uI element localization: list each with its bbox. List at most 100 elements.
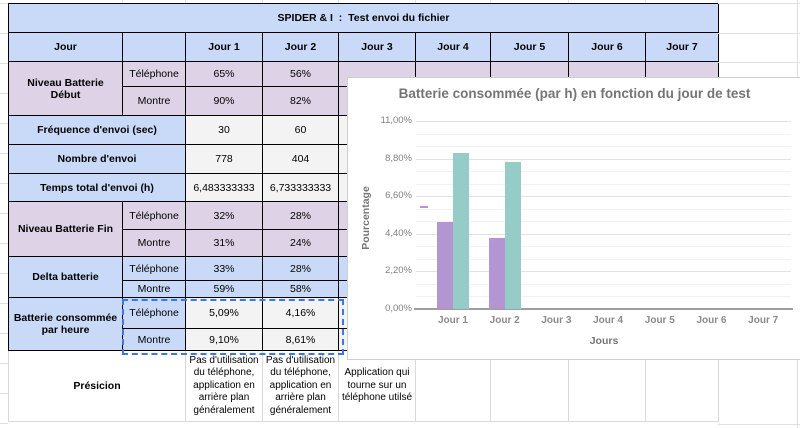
cell-nbf-montre-j1[interactable]: 31% xyxy=(185,229,263,257)
row-label-niveau-batterie-debut[interactable]: Niveau Batterie Début xyxy=(8,61,123,116)
header-jour-3[interactable]: Jour 3 xyxy=(338,32,416,62)
x-tick-label: Jour 6 xyxy=(696,315,727,326)
cell-delta-montre-j2[interactable]: 58% xyxy=(262,280,339,298)
sublabel-montre[interactable]: Montre xyxy=(122,280,186,298)
sheet-gridline xyxy=(0,273,8,274)
bar-téléphone-jour1[interactable] xyxy=(437,222,453,309)
cell-bch-montre-j1[interactable]: 9,10% xyxy=(185,328,263,351)
bar-montre-jour2[interactable] xyxy=(504,162,521,309)
cell-presicion-j1[interactable]: Pas d'utilisation du téléphone, applicat… xyxy=(185,350,263,422)
y-tick-label: 6,60% xyxy=(385,190,412,202)
row-label-temps-total[interactable]: Temps total d'envoi (h) xyxy=(8,173,186,202)
header-jour-5[interactable]: Jour 5 xyxy=(490,32,569,62)
minor-gridline xyxy=(416,133,791,135)
header-jour-7[interactable]: Jour 7 xyxy=(645,32,719,62)
cell-presicion-j2[interactable]: Pas d'utilisation du téléphone, applicat… xyxy=(262,350,339,422)
chart-title: Batterie consommée (par h) en fonction d… xyxy=(398,86,751,101)
cell-delta-tel-j1[interactable]: 33% xyxy=(185,256,263,281)
header-jour-4[interactable]: Jour 4 xyxy=(415,32,491,62)
sheet-gridline xyxy=(718,33,800,34)
cell-delta-montre-j1[interactable]: 59% xyxy=(185,280,263,298)
cell-nbf-tel-j2[interactable]: 28% xyxy=(262,201,339,230)
minor-gridline xyxy=(416,246,791,248)
sheet-gridline xyxy=(0,3,8,4)
sublabel-telephone[interactable]: Téléphone xyxy=(122,256,186,281)
sheet-gridline xyxy=(0,213,8,214)
sublabel-montre[interactable]: Montre xyxy=(122,229,186,257)
x-axis-line xyxy=(414,308,793,310)
row-label-presicion[interactable]: Présicion xyxy=(8,350,186,422)
x-tick-label: Jour 4 xyxy=(593,315,624,326)
cell-delta-tel-j2[interactable]: 28% xyxy=(262,256,339,281)
sublabel-telephone[interactable]: Téléphone xyxy=(122,297,186,329)
header-empty[interactable] xyxy=(122,32,186,62)
sheet-gridline xyxy=(0,303,8,304)
cell-temps-j2[interactable]: 6,733333333 xyxy=(262,173,339,202)
sheet-gridline xyxy=(0,123,8,124)
minor-gridline xyxy=(416,208,791,210)
sheet-gridline xyxy=(415,0,416,3)
sheet-gridline xyxy=(0,243,8,244)
y-tick-label: 0,00% xyxy=(385,303,412,314)
x-tick-label: Jour 3 xyxy=(541,315,572,326)
sheet-gridline xyxy=(568,0,569,3)
minor-gridline xyxy=(416,183,791,185)
cell-nbd-tel-j2[interactable]: 56% xyxy=(262,61,339,87)
sublabel-montre[interactable]: Montre xyxy=(122,328,186,351)
annotation-dash xyxy=(420,206,428,209)
sheet-gridline xyxy=(717,0,718,3)
sheet-gridline xyxy=(797,358,798,428)
sublabel-telephone[interactable]: Téléphone xyxy=(122,201,186,230)
header-jour-1[interactable]: Jour 1 xyxy=(185,32,263,62)
minor-gridline xyxy=(416,171,791,173)
row-label-delta-batterie[interactable]: Delta batterie xyxy=(8,256,123,298)
y-tick-label: 11,00% xyxy=(380,115,412,126)
sheet-gridline xyxy=(0,93,8,94)
bar-montre-jour1[interactable] xyxy=(453,153,469,309)
minor-gridline xyxy=(416,283,791,285)
cell-nbf-montre-j2[interactable]: 24% xyxy=(262,229,339,257)
cell-nombre-j1[interactable]: 778 xyxy=(185,144,263,174)
cell-bch-montre-j2[interactable]: 8,61% xyxy=(262,328,339,351)
sheet-gridline xyxy=(0,183,8,184)
sheet-gridline xyxy=(0,423,8,424)
cell-nbd-tel-j1[interactable]: 65% xyxy=(185,61,263,87)
cell-temps-j1[interactable]: 6,483333333 xyxy=(185,173,263,202)
sublabel-montre[interactable]: Montre xyxy=(122,86,186,116)
cell-bch-tel-j1[interactable]: 5,09% xyxy=(185,297,263,329)
row-label-frequence-envoi[interactable]: Fréquence d'envoi (sec) xyxy=(8,115,186,145)
row-label-batterie-consommee[interactable]: Batterie consommée par heure xyxy=(8,297,123,351)
cell-freq-j2[interactable]: 60 xyxy=(262,115,339,145)
row-label-niveau-batterie-fin[interactable]: Niveau Batterie Fin xyxy=(8,201,123,257)
sheet-gridline xyxy=(185,0,186,3)
header-jour[interactable]: Jour xyxy=(8,32,123,62)
bar-téléphone-jour2[interactable] xyxy=(488,238,505,309)
row-label-nombre-envoi[interactable]: Nombre d'envoi xyxy=(8,144,186,174)
cell-nbd-montre-j2[interactable]: 82% xyxy=(262,86,339,116)
sheet-gridline xyxy=(0,393,8,394)
header-jour-6[interactable]: Jour 6 xyxy=(568,32,646,62)
cell-nombre-j2[interactable]: 404 xyxy=(262,144,339,174)
x-tick-label: Jour 5 xyxy=(644,315,675,326)
sheet-gridline xyxy=(0,33,8,34)
sheet-gridline xyxy=(0,153,8,154)
sheet-title[interactable]: SPIDER & I : Test envoi du fichier xyxy=(8,3,719,33)
major-gridline xyxy=(416,121,791,122)
cell-freq-j1[interactable]: 30 xyxy=(185,115,263,145)
y-axis-title: Pourcentage xyxy=(360,186,372,250)
sublabel-telephone[interactable]: Téléphone xyxy=(122,61,186,87)
x-tick-label: Jour 1 xyxy=(437,315,468,326)
sheet-gridline xyxy=(718,424,800,425)
sheet-gridline xyxy=(338,0,339,3)
chart-card[interactable]: Batterie consommée (par h) en fonction d… xyxy=(347,77,800,360)
cell-nbf-tel-j1[interactable]: 32% xyxy=(185,201,263,230)
x-tick-label: Jour 7 xyxy=(748,315,779,326)
header-jour-2[interactable]: Jour 2 xyxy=(262,32,339,62)
sheet-gridline xyxy=(262,0,263,3)
major-gridline xyxy=(416,233,791,235)
cell-presicion-j3[interactable]: Application qui tourne sur un téléphone … xyxy=(338,350,416,422)
cell-nbd-montre-j1[interactable]: 90% xyxy=(185,86,263,116)
cell-bch-tel-j2[interactable]: 4,16% xyxy=(262,297,339,329)
major-gridline xyxy=(416,158,791,160)
